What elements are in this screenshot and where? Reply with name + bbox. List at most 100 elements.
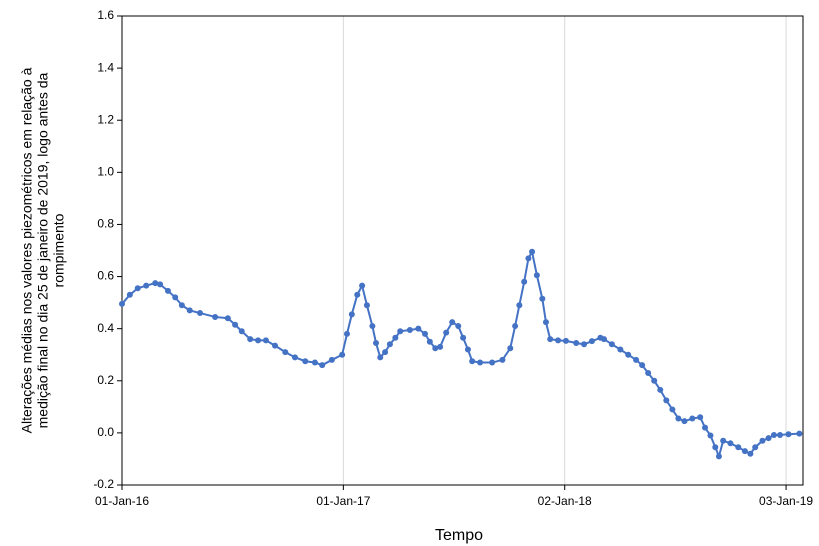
data-point [369, 323, 376, 330]
data-point [727, 440, 734, 447]
data-point [581, 341, 588, 348]
data-point [601, 336, 608, 343]
data-point [752, 444, 759, 451]
data-point [464, 346, 471, 353]
data-point [521, 278, 528, 285]
data-point [186, 307, 193, 314]
data-point [573, 339, 580, 346]
data-point [328, 356, 335, 363]
data-point [562, 337, 569, 344]
data-point [224, 315, 231, 322]
data-point [735, 444, 742, 451]
data-point [377, 354, 384, 361]
data-point [625, 351, 632, 358]
data-point [426, 338, 433, 345]
data-point [499, 356, 506, 363]
data-point [675, 415, 682, 422]
data-point [681, 418, 688, 425]
y-tick-label: 1.2 [97, 112, 114, 126]
data-point [663, 397, 670, 404]
y-tick-label: 1.6 [97, 8, 114, 22]
y-tick-label: 0.6 [97, 269, 114, 283]
data-point [311, 359, 318, 366]
data-point [291, 354, 298, 361]
data-point [477, 359, 484, 366]
data-point [759, 437, 766, 444]
data-point [437, 343, 444, 350]
data-point [143, 282, 150, 289]
data-point [633, 356, 640, 363]
data-point [232, 321, 239, 328]
data-point [397, 328, 404, 335]
data-point [212, 313, 219, 320]
data-point [178, 302, 185, 309]
data-point [319, 362, 326, 369]
data-point [529, 248, 536, 255]
data-point [126, 291, 133, 298]
data-point [785, 431, 792, 438]
data-point [386, 341, 393, 348]
data-point [533, 272, 540, 279]
data-point [282, 349, 289, 356]
data-point [516, 302, 523, 309]
data-point [796, 430, 803, 437]
y-tick-label: 0.2 [97, 373, 114, 387]
data-point [382, 349, 389, 356]
data-point [197, 310, 204, 317]
data-point [707, 432, 714, 439]
data-point [765, 435, 772, 442]
series-line [121, 248, 800, 460]
y-axis-label-line: medição final no dia 25 de janeiro de 20… [35, 72, 51, 428]
data-point [449, 319, 456, 326]
data-point [363, 302, 370, 309]
data-point [542, 319, 549, 326]
data-point [339, 351, 346, 358]
data-point [720, 437, 727, 444]
data-point [432, 345, 439, 352]
y-tick-label: 1.0 [97, 165, 114, 179]
data-point [697, 414, 704, 421]
data-point [255, 337, 262, 344]
y-axis-label-line: Alterações médias nos valores piezométri… [19, 67, 35, 433]
data-point [770, 431, 777, 438]
data-point [134, 285, 141, 292]
data-point [617, 346, 624, 353]
data-point [712, 444, 719, 451]
y-axis-label: Alterações médias nos valores piezométri… [19, 67, 67, 433]
y-tick-label: -0.2 [93, 477, 114, 491]
y-tick-label: 0.8 [97, 217, 114, 231]
data-point [507, 345, 514, 352]
data-point [460, 334, 467, 341]
data-point [422, 330, 429, 337]
y-tick-label: 1.4 [97, 60, 114, 74]
data-point [359, 282, 366, 289]
data-point [392, 334, 399, 341]
data-point [651, 377, 658, 384]
data-point [415, 325, 422, 332]
x-tick-label: 01-Jan-16 [95, 494, 149, 508]
plot-area [121, 15, 804, 486]
data-point [262, 337, 269, 344]
x-tick-label: 02-Jan-18 [538, 494, 592, 508]
data-point [455, 323, 462, 330]
data-point [157, 281, 164, 288]
data-point [373, 339, 380, 346]
data-point [272, 342, 279, 349]
data-point [715, 453, 722, 460]
data-point [164, 287, 171, 294]
data-point [172, 294, 179, 301]
y-axis-label-line: rompimento [51, 213, 67, 287]
data-point [302, 358, 309, 365]
data-point [747, 450, 754, 457]
data-point [348, 311, 355, 318]
data-point [539, 295, 546, 302]
data-point [689, 415, 696, 422]
data-point [608, 341, 615, 348]
y-tick-label: 0.4 [97, 321, 114, 335]
data-point [354, 291, 361, 298]
data-point [525, 255, 532, 262]
data-point [406, 326, 413, 333]
data-point [247, 336, 254, 343]
data-point [702, 424, 709, 431]
